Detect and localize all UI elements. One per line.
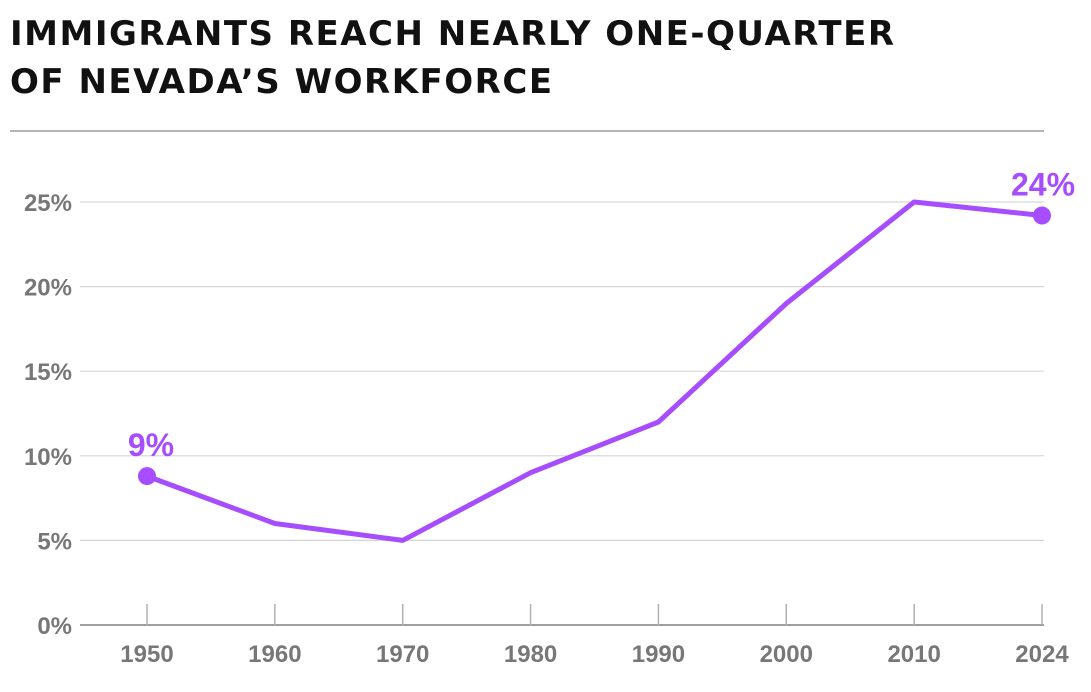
y-tick-label: 15%: [24, 359, 72, 386]
x-tick-label: 1980: [504, 641, 557, 668]
x-tick-label: 2010: [887, 641, 940, 668]
x-tick-label: 2000: [760, 641, 813, 668]
y-tick-label: 0%: [37, 613, 72, 640]
chart-title-line-2: OF NEVADA’S WORKFORCE: [10, 62, 554, 102]
y-tick-label: 10%: [24, 444, 72, 471]
x-tick-label: 1970: [376, 641, 429, 668]
y-axis: 0% 5% 10% 15% 20% 25%: [24, 190, 72, 640]
data-labels: 9% 24%: [128, 167, 1075, 464]
series-layer: [138, 199, 1051, 543]
data-point-marker: [138, 467, 156, 486]
chart-title-line-1: IMMIGRANTS REACH NEARLY ONE-QUARTER: [10, 14, 896, 54]
data-label: 24%: [1011, 167, 1075, 203]
chart-title: IMMIGRANTS REACH NEARLY ONE-QUARTER OF N…: [10, 10, 1070, 106]
x-tick-label: 2024: [1015, 641, 1069, 668]
x-tick-label: 1990: [632, 641, 685, 668]
title-divider: [10, 130, 1044, 132]
x-axis: 1950 1960 1970 1980 1990 2000 2010 2024: [120, 604, 1069, 668]
y-tick-label: 5%: [37, 528, 72, 555]
y-tick-label: 20%: [24, 275, 72, 302]
series-line: [144, 199, 1045, 543]
grid-lines: [80, 201, 1044, 626]
x-tick-label: 1960: [248, 641, 301, 668]
y-tick-label: 25%: [24, 190, 72, 217]
x-tick-label: 1950: [120, 641, 173, 668]
data-label: 9%: [128, 427, 174, 463]
data-point-marker: [1033, 206, 1051, 225]
